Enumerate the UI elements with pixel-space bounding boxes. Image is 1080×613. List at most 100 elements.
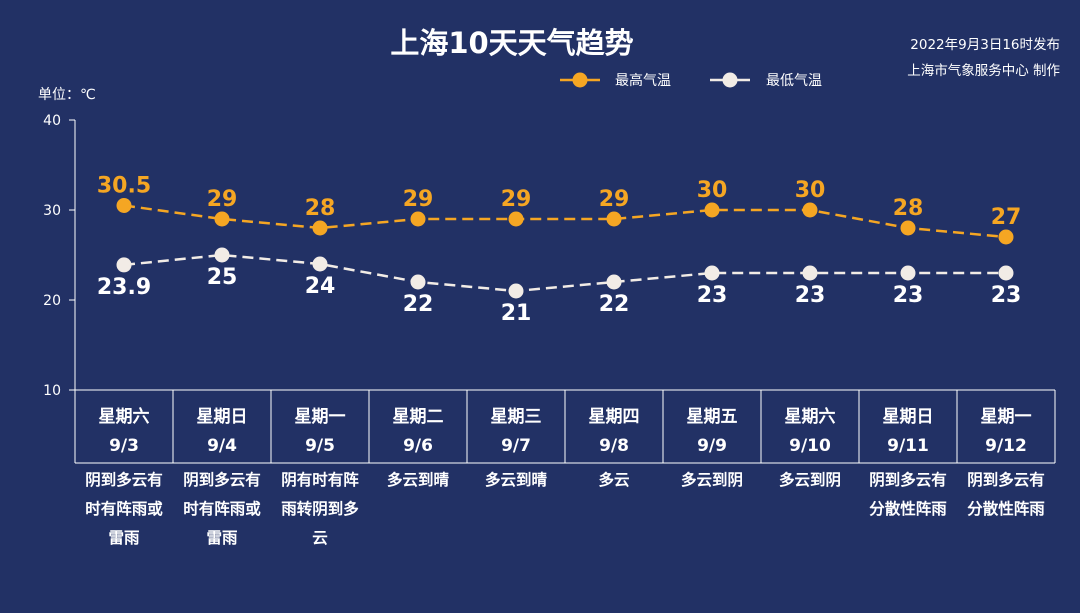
weekday-label: 星期日 <box>197 407 248 427</box>
date-label: 9/8 <box>599 436 629 456</box>
point-low <box>214 247 230 263</box>
date-label: 9/5 <box>305 436 335 456</box>
y-tick-label: 10 <box>43 383 61 399</box>
data-label-low: 22 <box>599 292 630 317</box>
date-label: 9/9 <box>697 436 727 456</box>
point-high <box>508 211 524 227</box>
condition-label: 分散性阵雨 <box>967 499 1045 518</box>
series-line-high <box>123 204 1007 239</box>
condition-label: 阴到多云有 <box>869 470 947 489</box>
point-high <box>116 198 132 213</box>
condition-label: 时有阵雨或 <box>85 499 163 518</box>
weekday-label: 星期六 <box>785 406 836 427</box>
data-label-low: 23 <box>697 283 728 308</box>
data-label-high: 28 <box>305 196 336 221</box>
point-low <box>802 265 818 281</box>
legend-high-label: 最高气温 <box>615 72 671 89</box>
data-label-low: 23.9 <box>97 275 151 300</box>
condition-label: 多云到阴 <box>681 470 743 489</box>
point-high <box>704 202 720 218</box>
point-high <box>998 229 1014 245</box>
point-low <box>116 257 132 273</box>
condition-label: 多云到阴 <box>779 470 841 489</box>
point-high <box>606 211 622 227</box>
series-lines <box>123 204 1007 293</box>
data-label-high: 30 <box>697 178 728 203</box>
condition-label: 多云到晴 <box>485 470 548 489</box>
point-low <box>508 283 524 299</box>
point-high <box>214 211 230 227</box>
condition-label: 阴到多云有 <box>183 470 261 489</box>
point-low <box>998 265 1014 281</box>
point-low <box>606 274 622 290</box>
data-label-low: 23 <box>795 283 826 308</box>
date-label: 9/4 <box>207 436 237 456</box>
data-label-high: 29 <box>501 187 532 212</box>
publisher: 上海市气象服务中心 制作 <box>907 62 1060 79</box>
condition-label: 时有阵雨或 <box>183 499 261 518</box>
y-axis-ticks: 10 20 30 40 <box>43 113 75 399</box>
data-label-high: 28 <box>893 196 924 221</box>
point-low <box>704 265 720 281</box>
condition-label: 云 <box>312 529 328 547</box>
point-high <box>802 202 818 218</box>
series-markers <box>116 198 1014 299</box>
weekday-label: 星期五 <box>687 407 738 427</box>
condition-label: 雨转阴到多 <box>281 499 359 518</box>
condition-label: 阴到多云有 <box>967 470 1045 489</box>
axes <box>74 120 1056 464</box>
y-tick-label: 30 <box>43 203 61 219</box>
weekday-label: 星期二 <box>393 407 444 427</box>
point-high <box>900 220 916 236</box>
data-labels: 30.5 29 28 29 29 29 30 30 28 27 23.9 25 24 22 21 22 23 23… <box>97 174 1021 327</box>
point-low <box>900 265 916 281</box>
condition-label: 雷雨 <box>206 529 237 547</box>
point-low <box>410 274 426 290</box>
legend-high-marker <box>572 72 588 88</box>
condition-label: 阴到多云有 <box>85 470 163 489</box>
data-label-high: 27 <box>991 205 1022 230</box>
data-label-low: 21 <box>501 301 532 326</box>
condition-label: 多云 <box>598 470 629 489</box>
condition-label: 分散性阵雨 <box>869 499 947 518</box>
data-label-high: 29 <box>403 187 434 212</box>
data-label-high: 30 <box>795 178 826 203</box>
data-label-low: 25 <box>207 265 238 290</box>
chart-title: 上海10天天气趋势 <box>390 26 633 60</box>
data-label-high: 30.5 <box>97 174 151 199</box>
condition-label: 雷雨 <box>108 529 139 547</box>
date-label: 9/12 <box>985 436 1027 456</box>
data-label-low: 22 <box>403 292 434 317</box>
point-high <box>410 211 426 227</box>
date-label: 9/6 <box>403 436 433 456</box>
weekday-label: 星期三 <box>491 407 542 427</box>
point-low <box>312 256 328 272</box>
condition-label: 多云到晴 <box>387 470 450 489</box>
data-label-low: 23 <box>991 283 1022 308</box>
weekday-label: 星期一 <box>295 407 346 427</box>
data-label-low: 23 <box>893 283 924 308</box>
data-label-high: 29 <box>207 187 238 212</box>
point-high <box>312 220 328 236</box>
data-label-low: 24 <box>305 274 336 299</box>
y-tick-label: 20 <box>43 293 61 309</box>
date-label: 9/10 <box>789 436 831 456</box>
date-label: 9/7 <box>501 436 531 456</box>
series-line-low <box>123 253 1006 293</box>
publish-time: 2022年9月3日16时发布 <box>910 37 1060 53</box>
legend: 最高气温 最低气温 <box>560 72 822 89</box>
legend-low-label: 最低气温 <box>766 73 822 89</box>
data-label-high: 29 <box>599 187 630 212</box>
weekday-label: 星期四 <box>589 407 640 427</box>
legend-low-marker <box>722 72 738 88</box>
unit-label: 单位：℃ <box>38 87 96 103</box>
date-label: 9/11 <box>887 436 929 456</box>
condition-label: 阴有时有阵 <box>281 470 359 489</box>
weekday-label: 星期日 <box>883 407 934 427</box>
date-label: 9/3 <box>109 436 139 456</box>
y-tick-label: 40 <box>43 113 61 129</box>
weekday-label: 星期一 <box>981 407 1032 427</box>
